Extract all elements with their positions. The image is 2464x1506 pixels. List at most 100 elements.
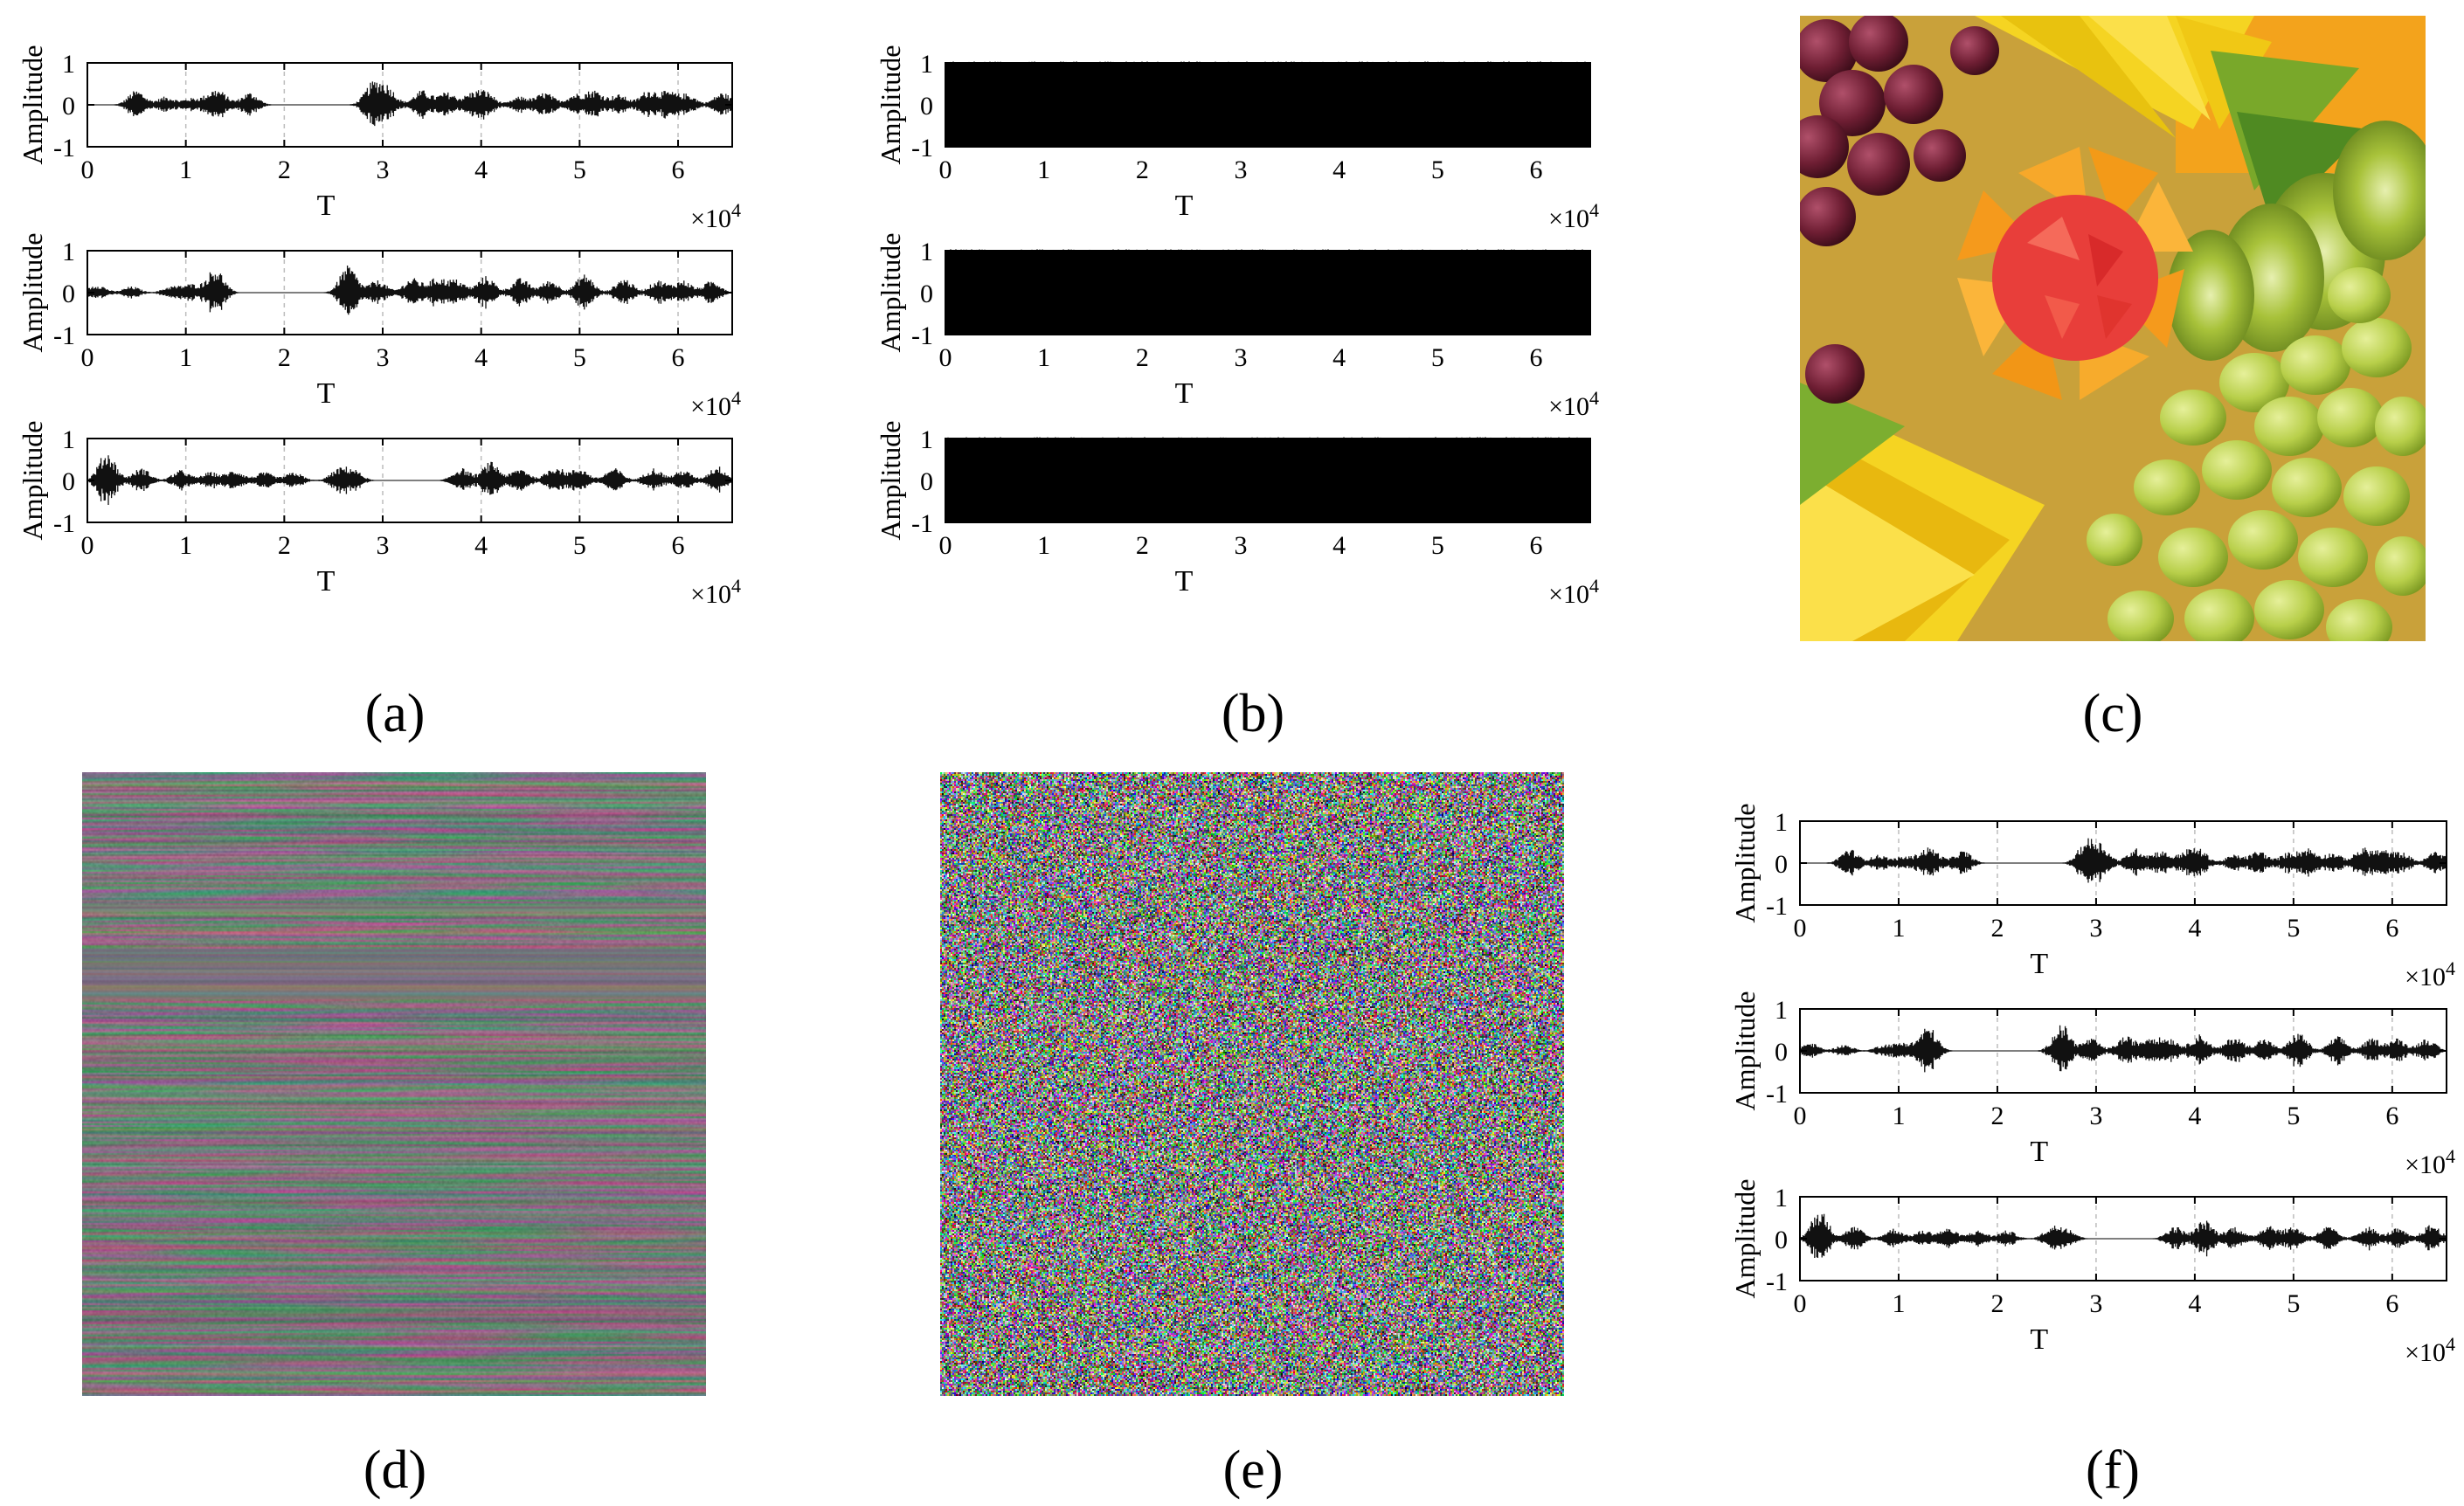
y-tick-label: -1 bbox=[53, 134, 75, 162]
x-tick-label: 1 bbox=[1892, 1102, 1905, 1130]
red-grapes bbox=[1800, 16, 1999, 404]
y-tick-label: -1 bbox=[1766, 1268, 1788, 1296]
x-multiplier: ×104 bbox=[2405, 957, 2455, 991]
x-axis-label: T bbox=[2030, 1323, 2048, 1356]
waveform-signal bbox=[1799, 1025, 2447, 1073]
y-tick-label: 1 bbox=[1775, 996, 1788, 1025]
x-tick-label: 3 bbox=[2089, 1102, 2102, 1130]
x-tick-label: 5 bbox=[1431, 155, 1444, 184]
y-tick-label: -1 bbox=[911, 321, 933, 350]
y-tick-label: 1 bbox=[62, 425, 75, 454]
x-tick-label: 1 bbox=[1892, 914, 1905, 943]
x-tick-label: 4 bbox=[474, 531, 488, 560]
x-multiplier: ×104 bbox=[1548, 199, 1599, 233]
x-tick-label: 6 bbox=[672, 531, 685, 560]
x-multiplier: ×104 bbox=[1548, 387, 1599, 421]
caption-d: (d) bbox=[363, 1440, 427, 1500]
caption-b: (b) bbox=[1221, 684, 1285, 743]
x-tick-label: 6 bbox=[2385, 1289, 2398, 1318]
x-tick-label: 1 bbox=[1037, 155, 1050, 184]
x-tick-label: 6 bbox=[2385, 1102, 2398, 1130]
x-tick-label: 1 bbox=[179, 531, 192, 560]
x-tick-label: 4 bbox=[1332, 343, 1346, 372]
y-axis-label: Amplitude bbox=[1729, 991, 1761, 1111]
y-tick-label: 0 bbox=[62, 92, 75, 121]
x-multiplier: ×104 bbox=[2405, 1145, 2455, 1179]
x-tick-label: 6 bbox=[1530, 155, 1543, 184]
x-tick-label: 5 bbox=[2287, 1289, 2300, 1318]
streak-image bbox=[82, 772, 706, 1396]
waveform-signal bbox=[87, 266, 732, 315]
waveform-signal bbox=[1826, 838, 2447, 883]
x-tick-label: 3 bbox=[1235, 531, 1248, 560]
y-axis-label: Amplitude bbox=[1729, 1179, 1761, 1299]
x-tick-label: 5 bbox=[1431, 343, 1444, 372]
x-tick-label: 2 bbox=[278, 531, 291, 560]
y-tick-label: 0 bbox=[62, 467, 75, 496]
y-tick-label: 1 bbox=[920, 238, 933, 266]
y-tick-label: 0 bbox=[62, 280, 75, 308]
y-tick-label: -1 bbox=[1766, 1080, 1788, 1109]
x-multiplier: ×104 bbox=[2405, 1333, 2455, 1367]
y-axis-label: Amplitude bbox=[1729, 804, 1761, 923]
x-tick-label: 0 bbox=[81, 155, 94, 184]
x-tick-label: 0 bbox=[81, 531, 94, 560]
x-tick-label: 6 bbox=[1530, 531, 1543, 560]
y-axis-label: Amplitude bbox=[875, 45, 906, 165]
x-tick-label: 6 bbox=[2385, 914, 2398, 943]
banana-slices-bottom bbox=[1800, 383, 2045, 641]
x-multiplier: ×104 bbox=[1548, 575, 1599, 609]
y-axis-label: Amplitude bbox=[875, 233, 906, 353]
x-tick-label: 4 bbox=[474, 155, 488, 184]
fruit-photo-panel bbox=[1800, 16, 2426, 641]
y-tick-label: 1 bbox=[1775, 808, 1788, 837]
x-tick-label: 3 bbox=[1235, 343, 1248, 372]
x-tick-label: 2 bbox=[278, 343, 291, 372]
x-tick-label: 0 bbox=[939, 343, 952, 372]
x-tick-label: 2 bbox=[1136, 155, 1149, 184]
x-tick-label: 6 bbox=[1530, 343, 1543, 372]
x-tick-label: 5 bbox=[573, 343, 586, 372]
x-tick-label: 1 bbox=[179, 343, 192, 372]
x-tick-label: 0 bbox=[939, 531, 952, 560]
x-tick-label: 4 bbox=[2188, 1289, 2201, 1318]
noise-image bbox=[940, 772, 1564, 1396]
y-tick-label: 1 bbox=[62, 238, 75, 266]
x-axis-label: T bbox=[2030, 1136, 2048, 1168]
y-tick-label: 0 bbox=[1775, 1038, 1788, 1067]
x-tick-label: 4 bbox=[1332, 531, 1346, 560]
y-axis-label: Amplitude bbox=[17, 45, 48, 165]
waveform-signal bbox=[1799, 1213, 2447, 1258]
x-axis-label: T bbox=[317, 190, 336, 222]
y-tick-label: -1 bbox=[53, 321, 75, 350]
y-tick-label: 1 bbox=[62, 50, 75, 79]
y-tick-label: -1 bbox=[1766, 892, 1788, 921]
papaya-watermelon-flower bbox=[1957, 147, 2193, 400]
x-tick-label: 2 bbox=[1990, 1289, 2004, 1318]
y-axis-label: Amplitude bbox=[17, 233, 48, 353]
x-axis-label: T bbox=[317, 377, 336, 410]
y-axis-label: Amplitude bbox=[875, 421, 906, 541]
x-tick-label: 1 bbox=[1037, 531, 1050, 560]
x-tick-label: 4 bbox=[474, 343, 488, 372]
green-grapes bbox=[2087, 267, 2426, 641]
x-axis-label: T bbox=[1175, 565, 1194, 598]
x-axis-label: T bbox=[1175, 377, 1194, 410]
x-axis-label: T bbox=[2030, 948, 2048, 980]
y-tick-label: -1 bbox=[911, 134, 933, 162]
caption-f: (f) bbox=[2086, 1440, 2140, 1500]
caption-e: (e) bbox=[1222, 1440, 1284, 1500]
x-tick-label: 5 bbox=[1431, 531, 1444, 560]
x-multiplier: ×104 bbox=[690, 387, 741, 421]
x-tick-label: 3 bbox=[2089, 914, 2102, 943]
x-tick-label: 0 bbox=[1794, 1102, 1807, 1130]
